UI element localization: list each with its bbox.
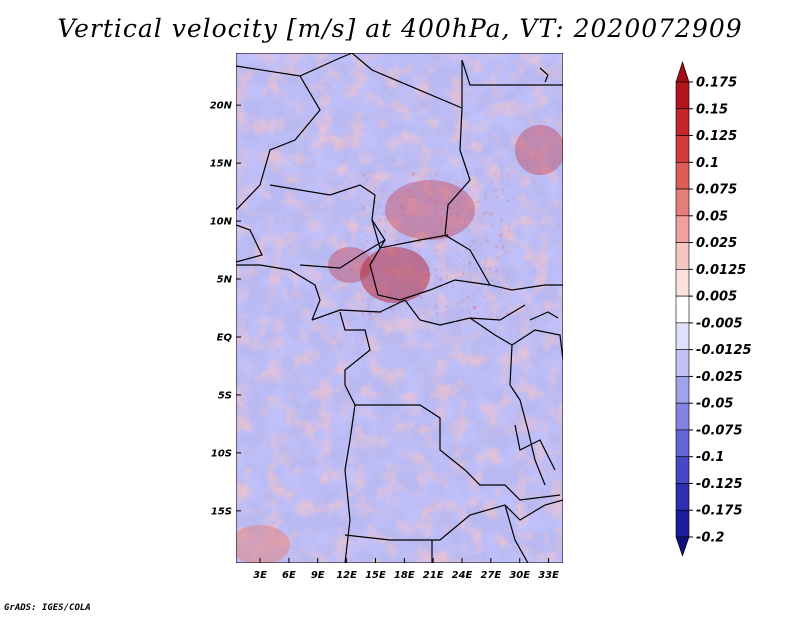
lon-tick-label: 27E (480, 570, 501, 581)
colorbar-label: 0.175 (696, 76, 737, 91)
field-speckle (360, 170, 510, 320)
map-title: Vertical velocity [m/s] at 400hPa, VT: 2… (57, 14, 743, 43)
colorbar-label: 0.05 (696, 209, 728, 224)
colorbar-swatch (675, 215, 690, 243)
country-borders (236, 53, 563, 563)
colorbar-label: -0.025 (696, 370, 743, 385)
map-panel (236, 53, 563, 563)
lon-tick-label: 12E (336, 570, 357, 581)
lat-tick-label: 15S (211, 506, 232, 517)
colorbar-label: -0.005 (696, 316, 743, 331)
lat-tick-label: 15N (210, 159, 233, 170)
colorbar-swatch (675, 456, 690, 484)
colorbar-swatch (675, 509, 690, 538)
colorbar-swatch (675, 61, 690, 83)
colorbar-label: 0.0125 (696, 263, 746, 278)
colorbar-swatch (675, 188, 690, 217)
colorbar-label: -0.0125 (696, 343, 752, 358)
colorbar-swatch (675, 295, 690, 324)
colorbar-swatch (675, 81, 690, 110)
colorbar-label: 0.005 (696, 290, 737, 305)
lat-tick-label: 5N (217, 275, 233, 286)
colorbar: 0.175 0.15 0.125 0.1 0.075 0.05 0.025 0.0125 0.0… (675, 61, 752, 557)
lon-tick-label: 3E (253, 570, 267, 581)
colorbar-swatch (675, 322, 690, 350)
colorbar-swatch (675, 242, 690, 270)
colorbar-label: 0.125 (696, 129, 737, 144)
colorbar-label: 0.075 (696, 183, 737, 198)
colorbar-label: -0.075 (696, 423, 743, 438)
colorbar-label: -0.175 (696, 504, 743, 519)
lon-tick-label: 15E (365, 570, 386, 581)
colorbar-label: -0.05 (696, 397, 733, 412)
lon-tick-label: 30E (509, 570, 530, 581)
lat-tick-label: 10N (210, 217, 233, 228)
colorbar-label: 0.025 (696, 236, 737, 251)
longitude-axis: 3E 6E 9E 12E 15E 18E 21E 24E 27E 30E 33E (253, 558, 559, 581)
lat-tick-label: 5S (218, 390, 232, 401)
lat-tick-label: EQ (217, 332, 233, 343)
lon-tick-label: 9E (311, 570, 325, 581)
lon-tick-label: 6E (282, 570, 296, 581)
lon-tick-label: 24E (452, 570, 473, 581)
lon-tick-label: 21E (423, 570, 444, 581)
colorbar-swatch (675, 269, 690, 297)
latitude-axis: 20N 15N 10N 5N EQ 5S 10S 15S (210, 101, 241, 517)
colorbar-swatch (675, 483, 690, 511)
lon-tick-label: 18E (394, 570, 415, 581)
colorbar-swatch (675, 429, 690, 458)
lon-tick-label: 33E (538, 570, 559, 581)
colorbar-swatch (675, 161, 690, 190)
lat-tick-label: 20N (210, 101, 233, 112)
colorbar-label: -0.2 (696, 531, 724, 546)
colorbar-label: -0.1 (696, 450, 724, 465)
colorbar-swatch (675, 349, 690, 377)
colorbar-label: 0.15 (696, 102, 728, 117)
grads-credit: GrADS: IGES/COLA (4, 603, 91, 613)
colorbar-swatch (675, 135, 690, 163)
lat-tick-label: 10S (211, 448, 232, 459)
colorbar-label: -0.125 (696, 477, 743, 492)
colorbar-label: 0.1 (696, 156, 719, 171)
colorbar-swatch (675, 108, 690, 136)
colorbar-swatch (675, 402, 690, 431)
colorbar-swatch (675, 376, 690, 404)
colorbar-swatch (675, 536, 690, 557)
